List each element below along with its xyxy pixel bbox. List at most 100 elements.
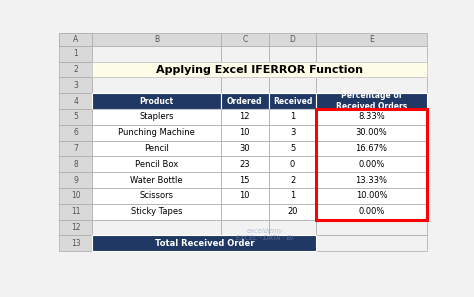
Bar (269, 109, 316, 125)
Bar (316, 157, 427, 172)
Text: 2: 2 (73, 65, 78, 74)
Text: 9: 9 (73, 176, 78, 184)
Bar (59, 219, 92, 235)
Text: Pencil Box: Pencil Box (135, 160, 178, 169)
Bar (92, 235, 221, 251)
Bar (269, 235, 316, 251)
Bar (221, 219, 269, 235)
Text: 16.67%: 16.67% (356, 144, 388, 153)
Text: 30.00%: 30.00% (356, 128, 387, 137)
Text: Applying Excel IFERROR Function: Applying Excel IFERROR Function (156, 65, 363, 75)
Bar (92, 188, 221, 204)
Text: Punching Machine: Punching Machine (118, 128, 195, 137)
Bar (59, 109, 92, 125)
Bar (92, 33, 221, 46)
Text: Percentage of
Received Orders: Percentage of Received Orders (336, 91, 407, 111)
Text: 20: 20 (287, 207, 298, 216)
Bar (59, 93, 92, 109)
Bar (221, 172, 269, 188)
Bar (316, 188, 427, 204)
Bar (269, 46, 316, 62)
Bar (59, 46, 92, 62)
Bar (269, 172, 316, 188)
Bar (221, 33, 269, 46)
Text: 3: 3 (73, 81, 78, 90)
Bar (269, 140, 316, 157)
Bar (269, 109, 316, 125)
Bar (92, 78, 221, 93)
Bar (59, 125, 92, 140)
Text: 12: 12 (71, 223, 81, 232)
Bar (92, 172, 221, 188)
Text: 15: 15 (239, 176, 250, 184)
Bar (316, 78, 427, 93)
Bar (316, 219, 427, 235)
Bar (316, 140, 427, 157)
Bar (59, 204, 92, 219)
Bar (59, 33, 92, 46)
Bar (221, 46, 269, 62)
Bar (269, 62, 316, 78)
Bar (316, 93, 427, 109)
Text: B: B (154, 35, 159, 44)
Text: 10: 10 (239, 191, 250, 200)
Bar (92, 109, 221, 125)
Text: 7: 7 (73, 144, 78, 153)
Bar (59, 157, 92, 172)
Bar (92, 93, 221, 109)
Bar (221, 93, 269, 109)
Bar (221, 125, 269, 140)
Bar (316, 62, 427, 78)
Bar (316, 109, 427, 125)
Bar (269, 188, 316, 204)
Text: Staplers: Staplers (139, 113, 174, 121)
Text: A: A (73, 35, 78, 44)
Bar (92, 219, 221, 235)
Bar (316, 125, 427, 140)
Text: 10: 10 (71, 191, 81, 200)
Text: 1: 1 (73, 49, 78, 58)
Text: 0.00%: 0.00% (358, 207, 385, 216)
Bar (316, 33, 427, 46)
Text: 8.33%: 8.33% (358, 113, 385, 121)
Bar (269, 157, 316, 172)
Text: exceldemy
EXCEL · DATA · BI: exceldemy EXCEL · DATA · BI (237, 228, 293, 241)
Bar (92, 235, 316, 251)
Bar (269, 157, 316, 172)
Bar (221, 93, 269, 109)
Bar (269, 188, 316, 204)
Bar (92, 46, 221, 62)
Bar (59, 188, 92, 204)
Bar (59, 62, 92, 78)
Bar (269, 172, 316, 188)
Text: Sticky Tapes: Sticky Tapes (131, 207, 182, 216)
Text: 8: 8 (73, 160, 78, 169)
Bar (269, 125, 316, 140)
Text: E: E (369, 35, 374, 44)
Bar (92, 62, 221, 78)
Text: 13.33%: 13.33% (356, 176, 388, 184)
Bar (269, 204, 316, 219)
Bar (316, 109, 427, 125)
Bar (92, 204, 221, 219)
Text: Ordered: Ordered (227, 97, 263, 106)
Bar (92, 188, 221, 204)
Text: 1: 1 (290, 191, 295, 200)
Text: 5: 5 (73, 113, 78, 121)
Bar (221, 125, 269, 140)
Text: 23: 23 (239, 160, 250, 169)
Text: 0: 0 (290, 160, 295, 169)
Text: D: D (290, 35, 295, 44)
Bar (316, 109, 427, 219)
Bar (221, 157, 269, 172)
Bar (92, 140, 221, 157)
Bar (269, 125, 316, 140)
Bar (59, 33, 92, 46)
Text: Product: Product (139, 97, 173, 106)
Bar (221, 204, 269, 219)
Bar (269, 140, 316, 157)
Bar (92, 204, 221, 219)
Bar (92, 140, 221, 157)
Text: 10: 10 (239, 128, 250, 137)
Bar (92, 172, 221, 188)
